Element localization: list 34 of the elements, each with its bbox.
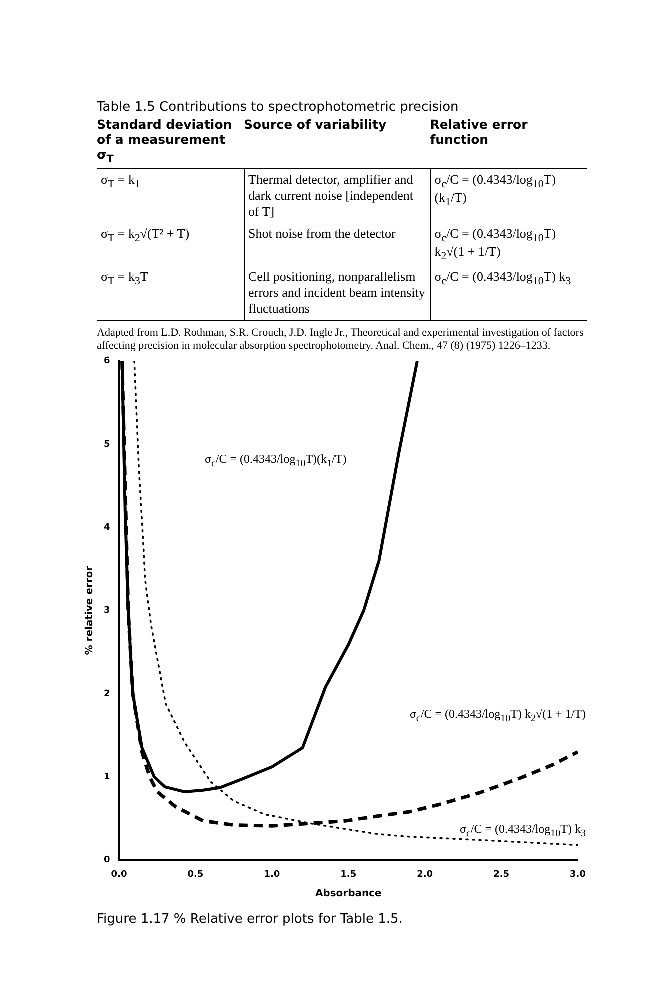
y-tick-label: 4 bbox=[104, 523, 110, 534]
text: σ$_{T}$ = k$_{3}$T bbox=[100, 268, 150, 290]
text: σ$_{c}$/C = (0.4343/log$_{10}$T) k$_{3}$ bbox=[430, 266, 587, 320]
x-tick-label: 1.5 bbox=[340, 870, 357, 880]
text: Thermal detector, amplifier and dark current noise [independent of T] bbox=[244, 168, 430, 222]
y-tick-label: 0 bbox=[104, 856, 110, 866]
text: Relative error function bbox=[430, 116, 529, 149]
x-tick-label: 2.5 bbox=[494, 870, 510, 880]
y-tick-label: 3 bbox=[104, 606, 110, 616]
y-tick-label: 2 bbox=[104, 689, 110, 700]
text: Adapted from L.D. Rothman, S.R. Crouch, J.D. Ingle Jr., Theoretical and experimental investigation of factors affecting precision in molecular absorption spectrophotometry. Anal. Chem., 47 (8) (1975) 1226–1233. bbox=[97, 326, 585, 354]
y-tick-label: 5 bbox=[104, 440, 110, 450]
x-tick-label: 2.0 bbox=[417, 870, 434, 880]
source-note: Source of variability bbox=[244, 116, 388, 134]
text: σ$_{c}$/C = (0.4343/log$_{10}$T)(k$_{1}$/T) bbox=[434, 172, 556, 209]
caption: Figure 1.17 % Relative error plots for Table 1.5. bbox=[97, 912, 403, 927]
text: σ$_{T}$ = k$_{2}$√(T² + T) bbox=[100, 224, 191, 246]
annotation: σ$_{c}$/C = (0.4343/log$_{10}$T) k$_{2}$√(1 + 1/T) bbox=[410, 707, 586, 724]
x-axis-title: Absorbance bbox=[315, 888, 382, 900]
annotation: σ$_{c}$/C = (0.4343/log$_{10}$T)(k$_{1}$/T) bbox=[205, 452, 347, 470]
text: Shot noise from the detector bbox=[244, 222, 430, 266]
text: Standard deviation of a measurement σ$_{T}$ bbox=[97, 116, 234, 168]
y-tick-label: 1 bbox=[104, 772, 110, 782]
y-tick-label: 6 bbox=[104, 356, 110, 367]
x-tick-label: 0.0 bbox=[111, 870, 128, 880]
text: σ$_{c}$/C = (0.4343/log$_{10}$T) k$_{2}$√(1 + 1/T) bbox=[434, 226, 556, 263]
y-axis-title: % relative error bbox=[84, 566, 96, 656]
text: σ$_{T}$ = k$_{1}$ bbox=[100, 170, 142, 192]
x-tick-label: 3.0 bbox=[570, 870, 586, 880]
annotation: σ$_{c}$/C = (0.4343/log$_{10}$T) k$_{3}$ bbox=[460, 822, 586, 840]
x-tick-label: 0.5 bbox=[188, 870, 204, 880]
text: Cell positioning, nonparallelism errors and incident beam intensity fluctuations bbox=[244, 266, 430, 320]
x-tick-label: 1.0 bbox=[264, 870, 280, 880]
text: Table 1.5 Contributions to spectrophotometric precision bbox=[97, 100, 460, 115]
